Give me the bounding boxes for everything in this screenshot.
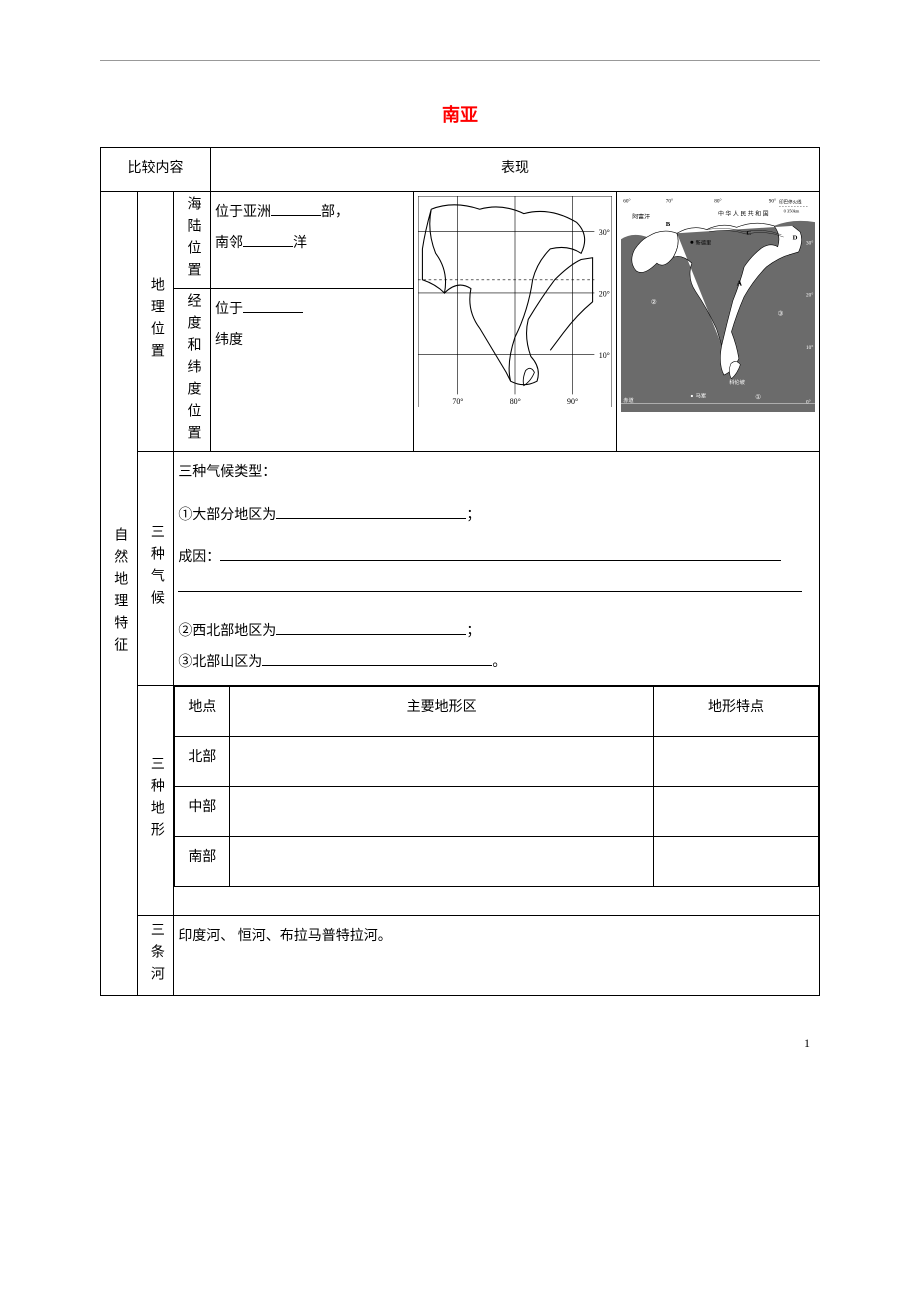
cell-terrain: 地点 主要地形区 地形特点 北部 中部 南部 (174, 685, 820, 915)
svg-text:A: A (737, 278, 743, 287)
map1-svg: 30° 20° 10° 70° 80° 90° (418, 196, 612, 408)
cell-climate-cause: 成因： (174, 537, 820, 611)
terrain-mid-feat (654, 786, 819, 836)
col-rivers: 三条河 (137, 915, 174, 995)
map1-lat30: 30° (599, 228, 610, 237)
terrain-mid: 中部 (175, 786, 230, 836)
cell-sea-text: 位于亚洲部， 南邻洋 (211, 191, 414, 288)
col-latlon: 经度和纬度位置 (174, 288, 211, 451)
hdr-compare: 比较内容 (101, 148, 211, 192)
svg-text:D: D (793, 234, 798, 241)
terrain-north: 北部 (175, 736, 230, 786)
map2-cell: 赤道 60° 70° 80° 90° 30° 20° 10° 0° 阿富汗 中 … (617, 191, 820, 451)
col-sea: 海陆位置 (174, 191, 211, 288)
map1-lat10: 10° (599, 351, 610, 360)
svg-text:80°: 80° (714, 198, 721, 205)
terrain-north-region (230, 736, 654, 786)
cell-climate-1: ①大部分地区为； (174, 495, 820, 538)
terrain-table: 地点 主要地形区 地形特点 北部 中部 南部 (174, 686, 819, 887)
cell-rivers: 印度河、 恒河、布拉马普特拉河。 (174, 915, 820, 995)
col-category: 自然地理特征 (101, 191, 138, 995)
svg-text:30°: 30° (806, 239, 813, 246)
terrain-hdr-feat: 地形特点 (654, 686, 819, 736)
col-loc: 地理位置 (137, 191, 174, 451)
svg-text:70°: 70° (666, 198, 673, 205)
terrain-mid-region (230, 786, 654, 836)
map2-svg: 赤道 60° 70° 80° 90° 30° 20° 10° 0° 阿富汗 中 … (621, 196, 815, 412)
col-climate: 三种气候 (137, 451, 174, 685)
cell-climate-intro: 三种气候类型： (174, 451, 820, 494)
svg-text:20°: 20° (806, 292, 813, 299)
map1-lon70: 70° (452, 397, 463, 406)
svg-text:①: ① (755, 393, 761, 401)
top-rule (100, 60, 820, 61)
terrain-north-feat (654, 736, 819, 786)
svg-text:10°: 10° (806, 344, 813, 351)
map1-lon90: 90° (567, 397, 578, 406)
terrain-hdr-loc: 地点 (175, 686, 230, 736)
terrain-hdr-region: 主要地形区 (230, 686, 654, 736)
page-title: 南亚 (100, 101, 820, 127)
svg-text:印巴停火线: 印巴停火线 (779, 198, 802, 205)
map1-cell: 30° 20° 10° 70° 80° 90° (414, 191, 617, 451)
map1-lat20: 20° (599, 289, 610, 298)
main-table: 比较内容 表现 自然地理特征 地理位置 海陆位置 位于亚洲部， 南邻洋 30° … (100, 147, 820, 996)
svg-text:90°: 90° (769, 198, 776, 205)
svg-text:0 350km: 0 350km (784, 208, 800, 213)
cell-latlon-text: 位于 纬度 (211, 288, 414, 451)
terrain-south-feat (654, 836, 819, 886)
hdr-manifest: 表现 (211, 148, 820, 192)
map1-lon80: 80° (510, 397, 521, 406)
cell-climate-23: ②西北部地区为； ③北部山区为。 (174, 611, 820, 685)
svg-text:③: ③ (778, 309, 784, 317)
page-number: 1 (100, 1036, 820, 1051)
svg-text:②: ② (651, 298, 657, 306)
col-terrain: 三种地形 (137, 685, 174, 915)
svg-text:B: B (666, 221, 671, 228)
svg-text:0°: 0° (806, 398, 811, 405)
terrain-south-region (230, 836, 654, 886)
terrain-south: 南部 (175, 836, 230, 886)
svg-text:60°: 60° (623, 198, 630, 205)
